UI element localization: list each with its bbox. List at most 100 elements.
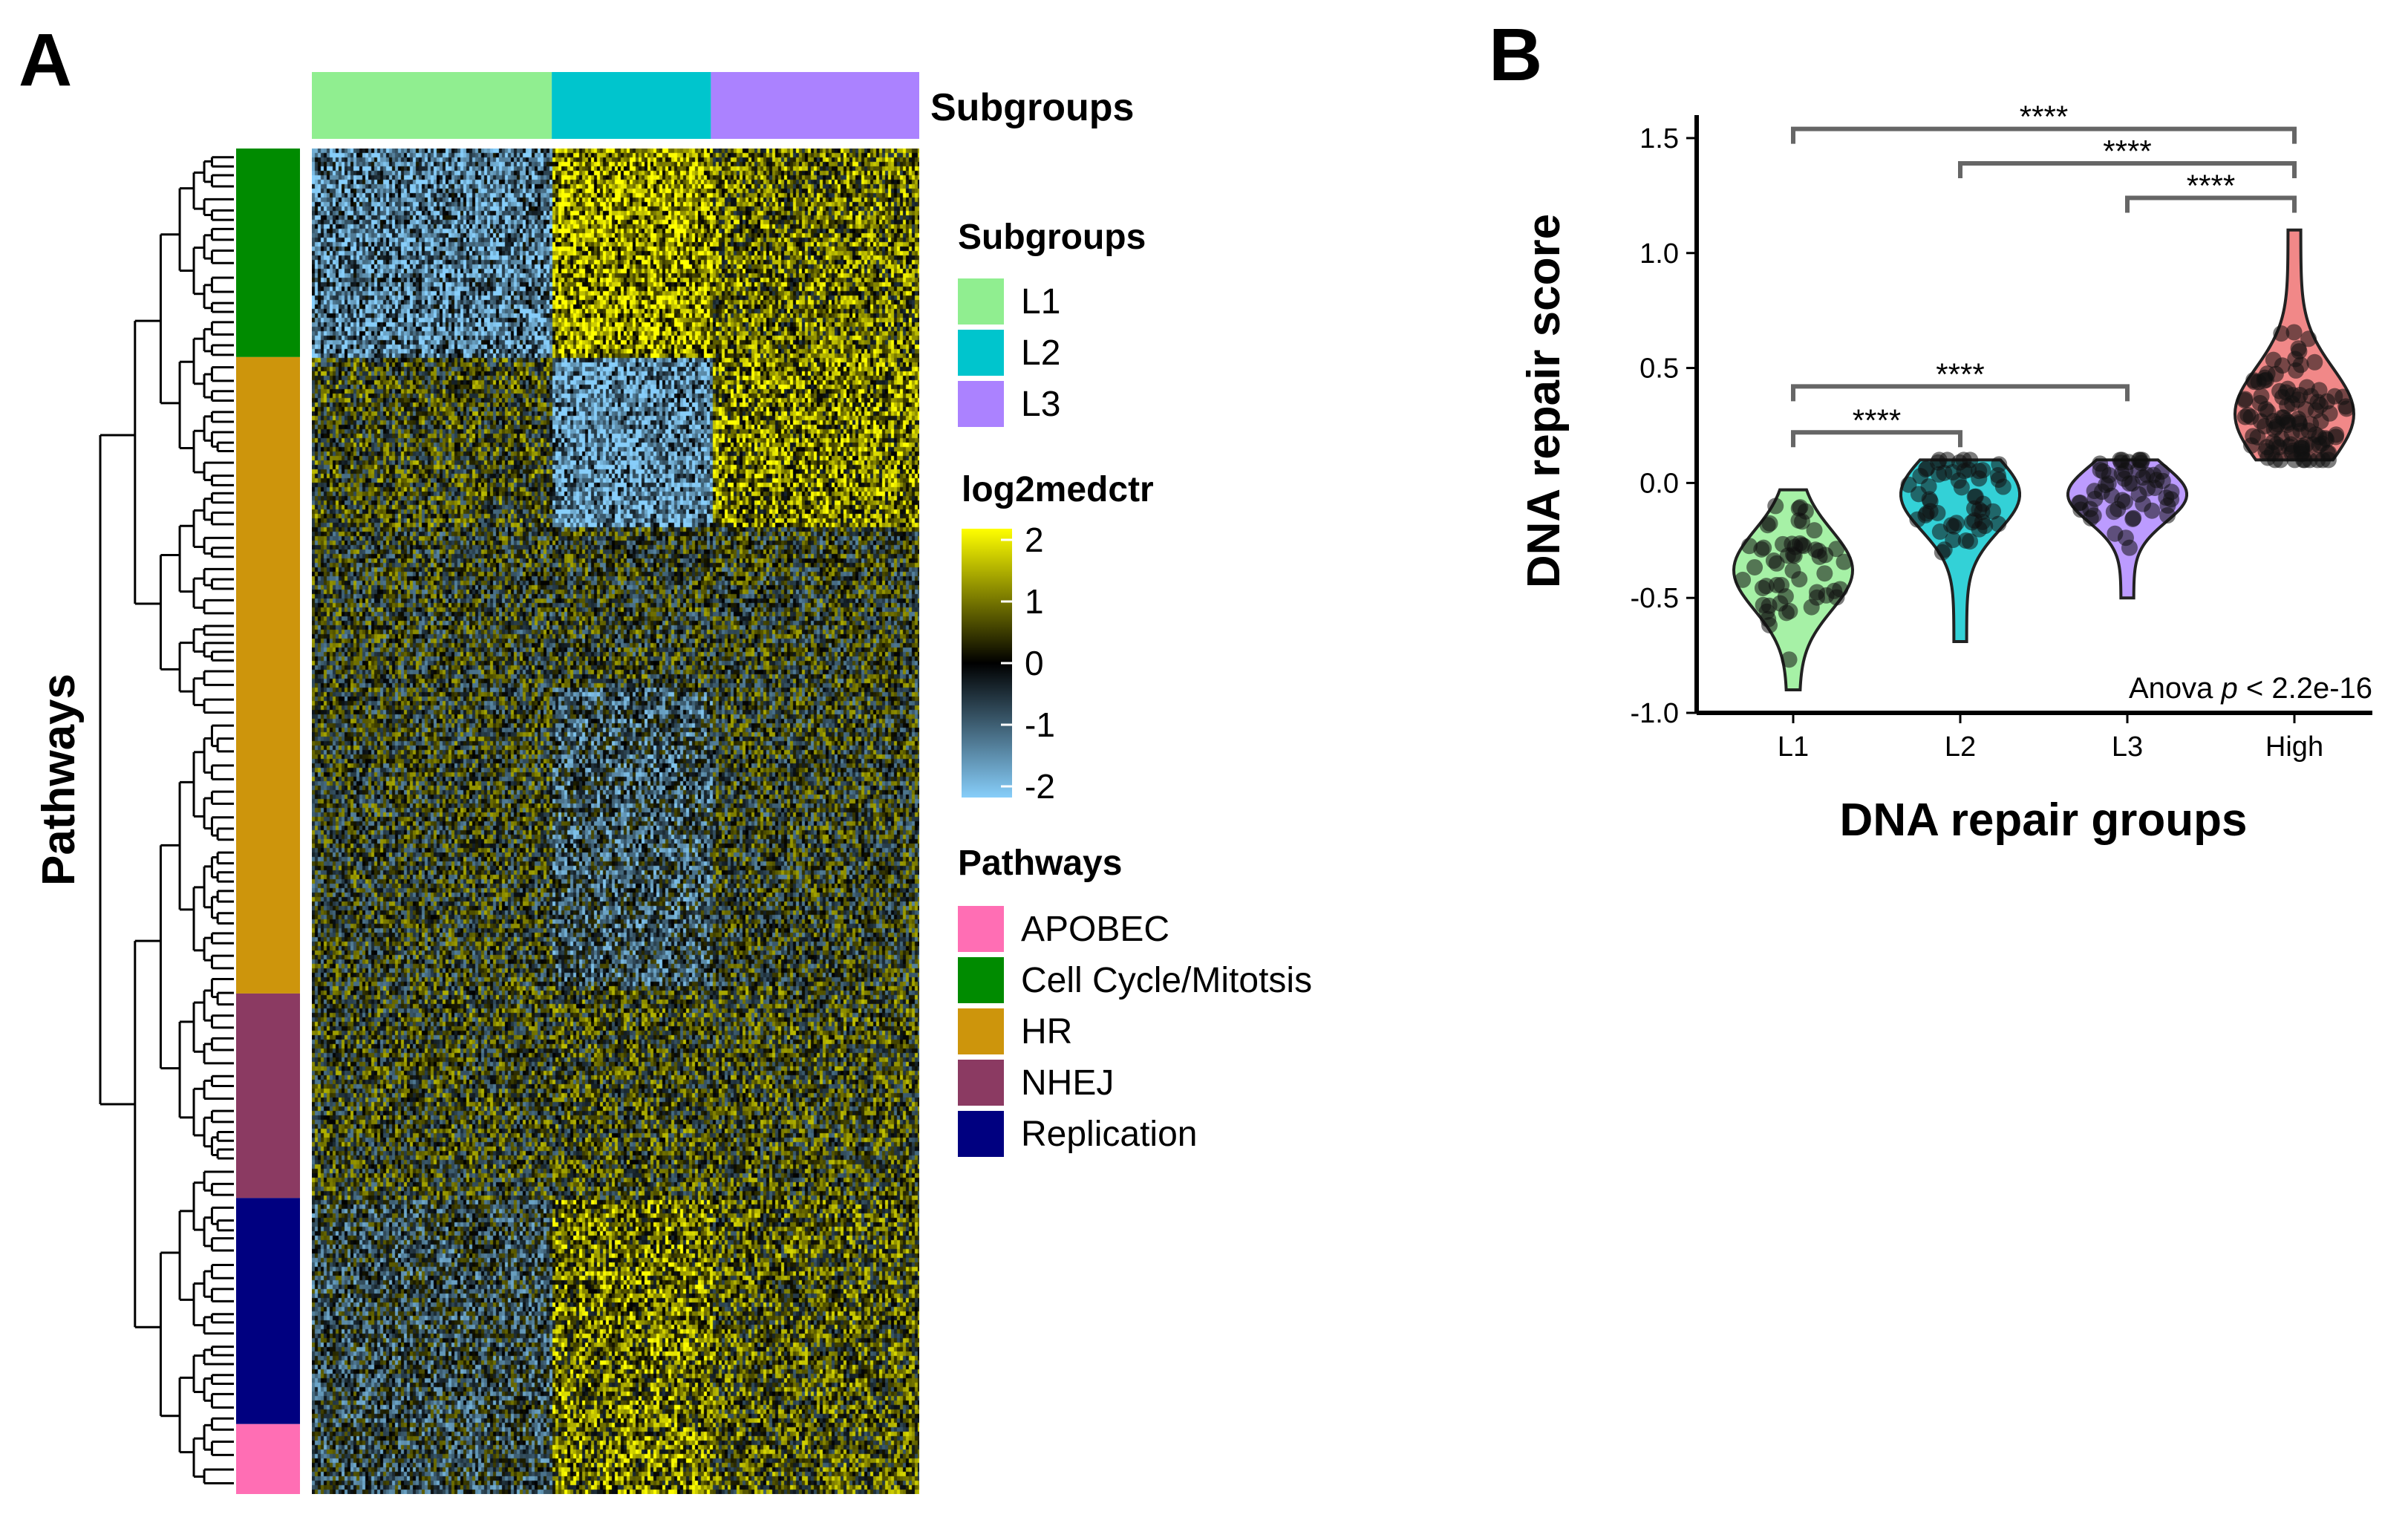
data-point <box>2120 454 2137 471</box>
data-point <box>2239 406 2257 423</box>
subgroup-block-l1 <box>312 72 552 139</box>
legend-label-pathway: APOBEC <box>1021 910 1169 949</box>
x-tick-label: L2 <box>1945 731 1976 763</box>
legend-swatch-l3 <box>958 381 1004 427</box>
data-point <box>2071 495 2088 512</box>
legend-label-pathway: HR <box>1021 1012 1072 1051</box>
data-point <box>1966 488 1983 505</box>
data-point <box>1767 498 1784 515</box>
pathway-block-apobec <box>236 1423 300 1494</box>
data-point <box>2134 451 2151 469</box>
heatmap-cells <box>312 149 919 1494</box>
scale-tick-label: -1 <box>1025 705 1055 744</box>
data-point <box>1761 597 1778 614</box>
data-point <box>1777 588 1794 605</box>
data-point <box>2338 400 2355 417</box>
data-point <box>2273 430 2290 447</box>
data-point <box>1990 515 2007 532</box>
legend-subgroups-title: Subgroups <box>958 218 1146 257</box>
comparison-bracket <box>2125 195 2297 213</box>
data-point <box>1806 522 1823 539</box>
anova-suffix: < 2.2e-16 <box>2238 672 2372 705</box>
data-point <box>1939 451 1956 469</box>
x-tick-label: L3 <box>2112 731 2143 763</box>
legend-label-l1: L1 <box>1021 282 1060 322</box>
comparison-bracket <box>1791 430 1962 448</box>
subgroups-annotation-label: Subgroups <box>930 86 1134 129</box>
y-tick-label: -0.5 <box>1631 583 1679 614</box>
data-point <box>1795 538 1812 555</box>
data-point <box>1971 470 1988 487</box>
data-point <box>1991 456 2008 473</box>
comparison-bracket <box>1791 126 2297 144</box>
data-point <box>2236 392 2254 409</box>
data-point <box>1781 651 1798 668</box>
comparison-brackets: **** **** **** **** **** <box>1791 100 2297 448</box>
points-layer <box>1735 324 2355 668</box>
data-point <box>2159 507 2176 524</box>
legend-swatch-pathway <box>958 1060 1004 1106</box>
x-tick-label: L1 <box>1778 731 1809 763</box>
data-point <box>2105 503 2122 521</box>
data-point <box>1936 464 1953 481</box>
color-scale-ticks: 2 1 0 -1 -2 <box>1001 521 1055 806</box>
legend-label-l3: L3 <box>1021 385 1060 424</box>
significance-label: **** <box>1853 402 1901 437</box>
data-point <box>1759 517 1776 534</box>
data-point <box>1818 587 1835 604</box>
data-point <box>1765 552 1782 569</box>
legend-subgroups: L1 L2 L3 <box>958 278 1060 427</box>
legend-pathways-title: Pathways <box>958 844 1122 883</box>
data-point <box>1945 532 1962 549</box>
data-point <box>2311 382 2328 399</box>
data-point <box>1910 486 1927 503</box>
pathway-block-replication <box>236 1198 300 1424</box>
significance-label: **** <box>1936 356 1984 391</box>
data-point <box>1816 565 1833 582</box>
data-point <box>2259 403 2277 420</box>
anova-annotation: Anova p < 2.2e-16 <box>2129 672 2372 705</box>
data-point <box>1753 541 1770 558</box>
data-point <box>2301 451 2318 469</box>
y-tick-label: 0.0 <box>1639 468 1679 499</box>
comparison-bracket <box>1791 384 2130 402</box>
significance-label: **** <box>2103 134 2151 169</box>
data-point <box>1909 511 1926 528</box>
data-point <box>1735 571 1752 588</box>
y-tick-label: 1.0 <box>1639 238 1679 270</box>
legend-scale-title: log2medctr <box>962 470 1154 509</box>
data-point <box>2125 509 2142 526</box>
data-point <box>1790 500 1807 517</box>
legend-swatch-pathway <box>958 906 1004 952</box>
axes: -1.0 -0.5 0.0 0.5 1.0 1.5 L1 L2 L3 High <box>1631 115 2372 763</box>
data-point <box>2303 416 2320 433</box>
y-tick-label: 1.5 <box>1639 123 1679 154</box>
subgroup-block-l3 <box>711 72 919 139</box>
legend-swatch-pathway <box>958 957 1004 1003</box>
data-point <box>1784 562 1801 579</box>
pathway-annotation-bar <box>236 149 300 1494</box>
legend-label-pathway: NHEJ <box>1021 1063 1114 1103</box>
data-point <box>2095 463 2112 480</box>
data-point <box>2135 495 2152 512</box>
row-dendrogram <box>99 156 234 1485</box>
pathway-block-nhej <box>236 993 300 1198</box>
scale-tick-label: -2 <box>1025 767 1055 806</box>
data-point <box>2273 325 2290 342</box>
legend-swatch-l2 <box>958 330 1004 376</box>
data-point <box>2285 324 2303 341</box>
legend-label-pathway: Replication <box>1021 1115 1197 1154</box>
data-point <box>2328 426 2345 443</box>
data-point <box>2114 492 2131 509</box>
subgroup-annotation-bar <box>312 72 919 139</box>
data-point <box>1974 503 1991 521</box>
legend-swatch-pathway <box>958 1111 1004 1157</box>
data-point <box>2306 353 2323 371</box>
data-point <box>1948 515 1965 532</box>
data-point <box>2082 509 2099 526</box>
data-point <box>1754 579 1771 596</box>
y-tick-label: 0.5 <box>1639 353 1679 385</box>
data-point <box>1977 518 1994 535</box>
x-tick-label: High <box>2265 731 2323 763</box>
legend-pathways: APOBEC Cell Cycle/Mitotsis HR NHEJ Replicati… <box>958 906 1312 1157</box>
